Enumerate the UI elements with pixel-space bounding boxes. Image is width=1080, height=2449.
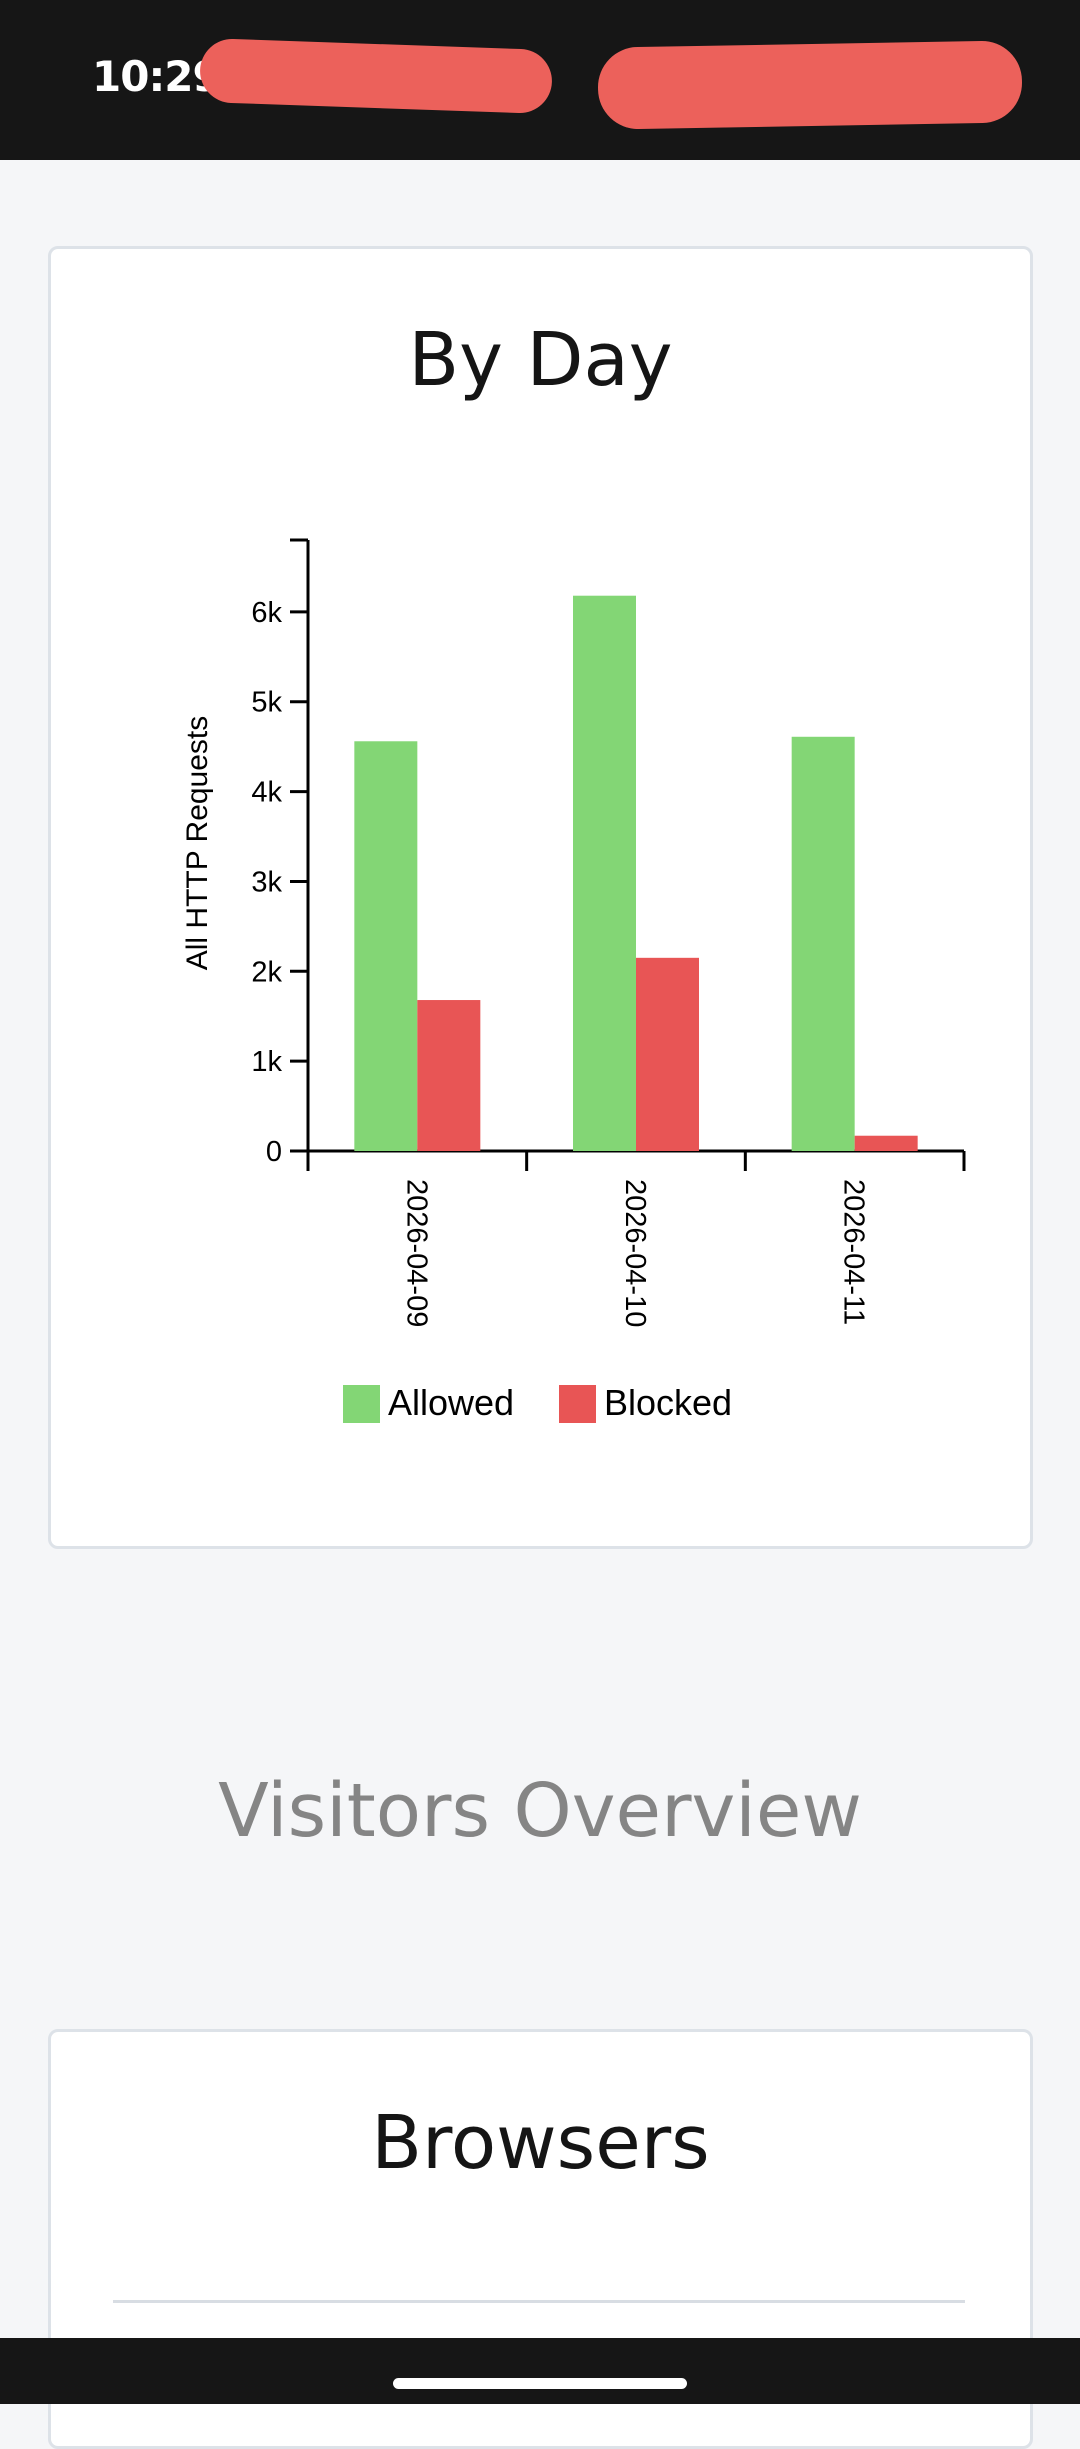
bar-blocked-2026-04-10 xyxy=(636,957,699,1151)
bar-allowed-2026-04-09 xyxy=(354,741,418,1151)
redaction-mark-left xyxy=(198,37,554,115)
redaction-mark-right xyxy=(597,40,1023,130)
card-title: Browsers xyxy=(371,2100,710,2186)
status-bar: 10:29 xyxy=(0,0,1080,160)
y-tick-label: 2k xyxy=(251,956,282,988)
bar-allowed-2026-04-10 xyxy=(573,595,636,1151)
by-day-chart: 0 1k 2k 3k 4k 5k 6k All HTTP Requests 2026-04-09… xyxy=(181,538,966,1423)
bar-allowed-2026-04-11 xyxy=(791,736,855,1151)
bar-blocked-2026-04-09 xyxy=(417,1000,481,1151)
x-tick-label: 2026-04-10 xyxy=(619,1179,651,1327)
by-day-card: By Day 0 1k 2k 3k 4k 5k 6k All HTTP Requests 202… xyxy=(48,246,1033,1549)
y-tick-label: 4k xyxy=(251,777,282,809)
divider xyxy=(113,2300,965,2303)
y-tick-label: 1k xyxy=(251,1046,282,1078)
x-tick-label: 2026-04-11 xyxy=(838,1179,870,1325)
home-indicator[interactable] xyxy=(393,2378,687,2389)
card-title: By Day xyxy=(408,317,673,403)
y-tick-label: 5k xyxy=(251,687,282,719)
y-axis-title: All HTTP Requests xyxy=(181,716,214,971)
legend-swatch-blocked xyxy=(559,1385,596,1423)
legend-swatch-allowed xyxy=(343,1385,380,1423)
x-tick-label: 2026-04-09 xyxy=(400,1179,432,1327)
legend-label-allowed: Allowed xyxy=(388,1382,514,1423)
navigation-bar xyxy=(0,2338,1080,2404)
bar-blocked-2026-04-11 xyxy=(854,1135,918,1151)
legend-label-blocked: Blocked xyxy=(604,1382,732,1423)
section-heading: Visitors Overview xyxy=(218,1768,862,1854)
y-tick-label: 6k xyxy=(251,597,282,629)
y-tick-label: 0 xyxy=(266,1136,282,1168)
y-tick-label: 3k xyxy=(251,866,282,898)
